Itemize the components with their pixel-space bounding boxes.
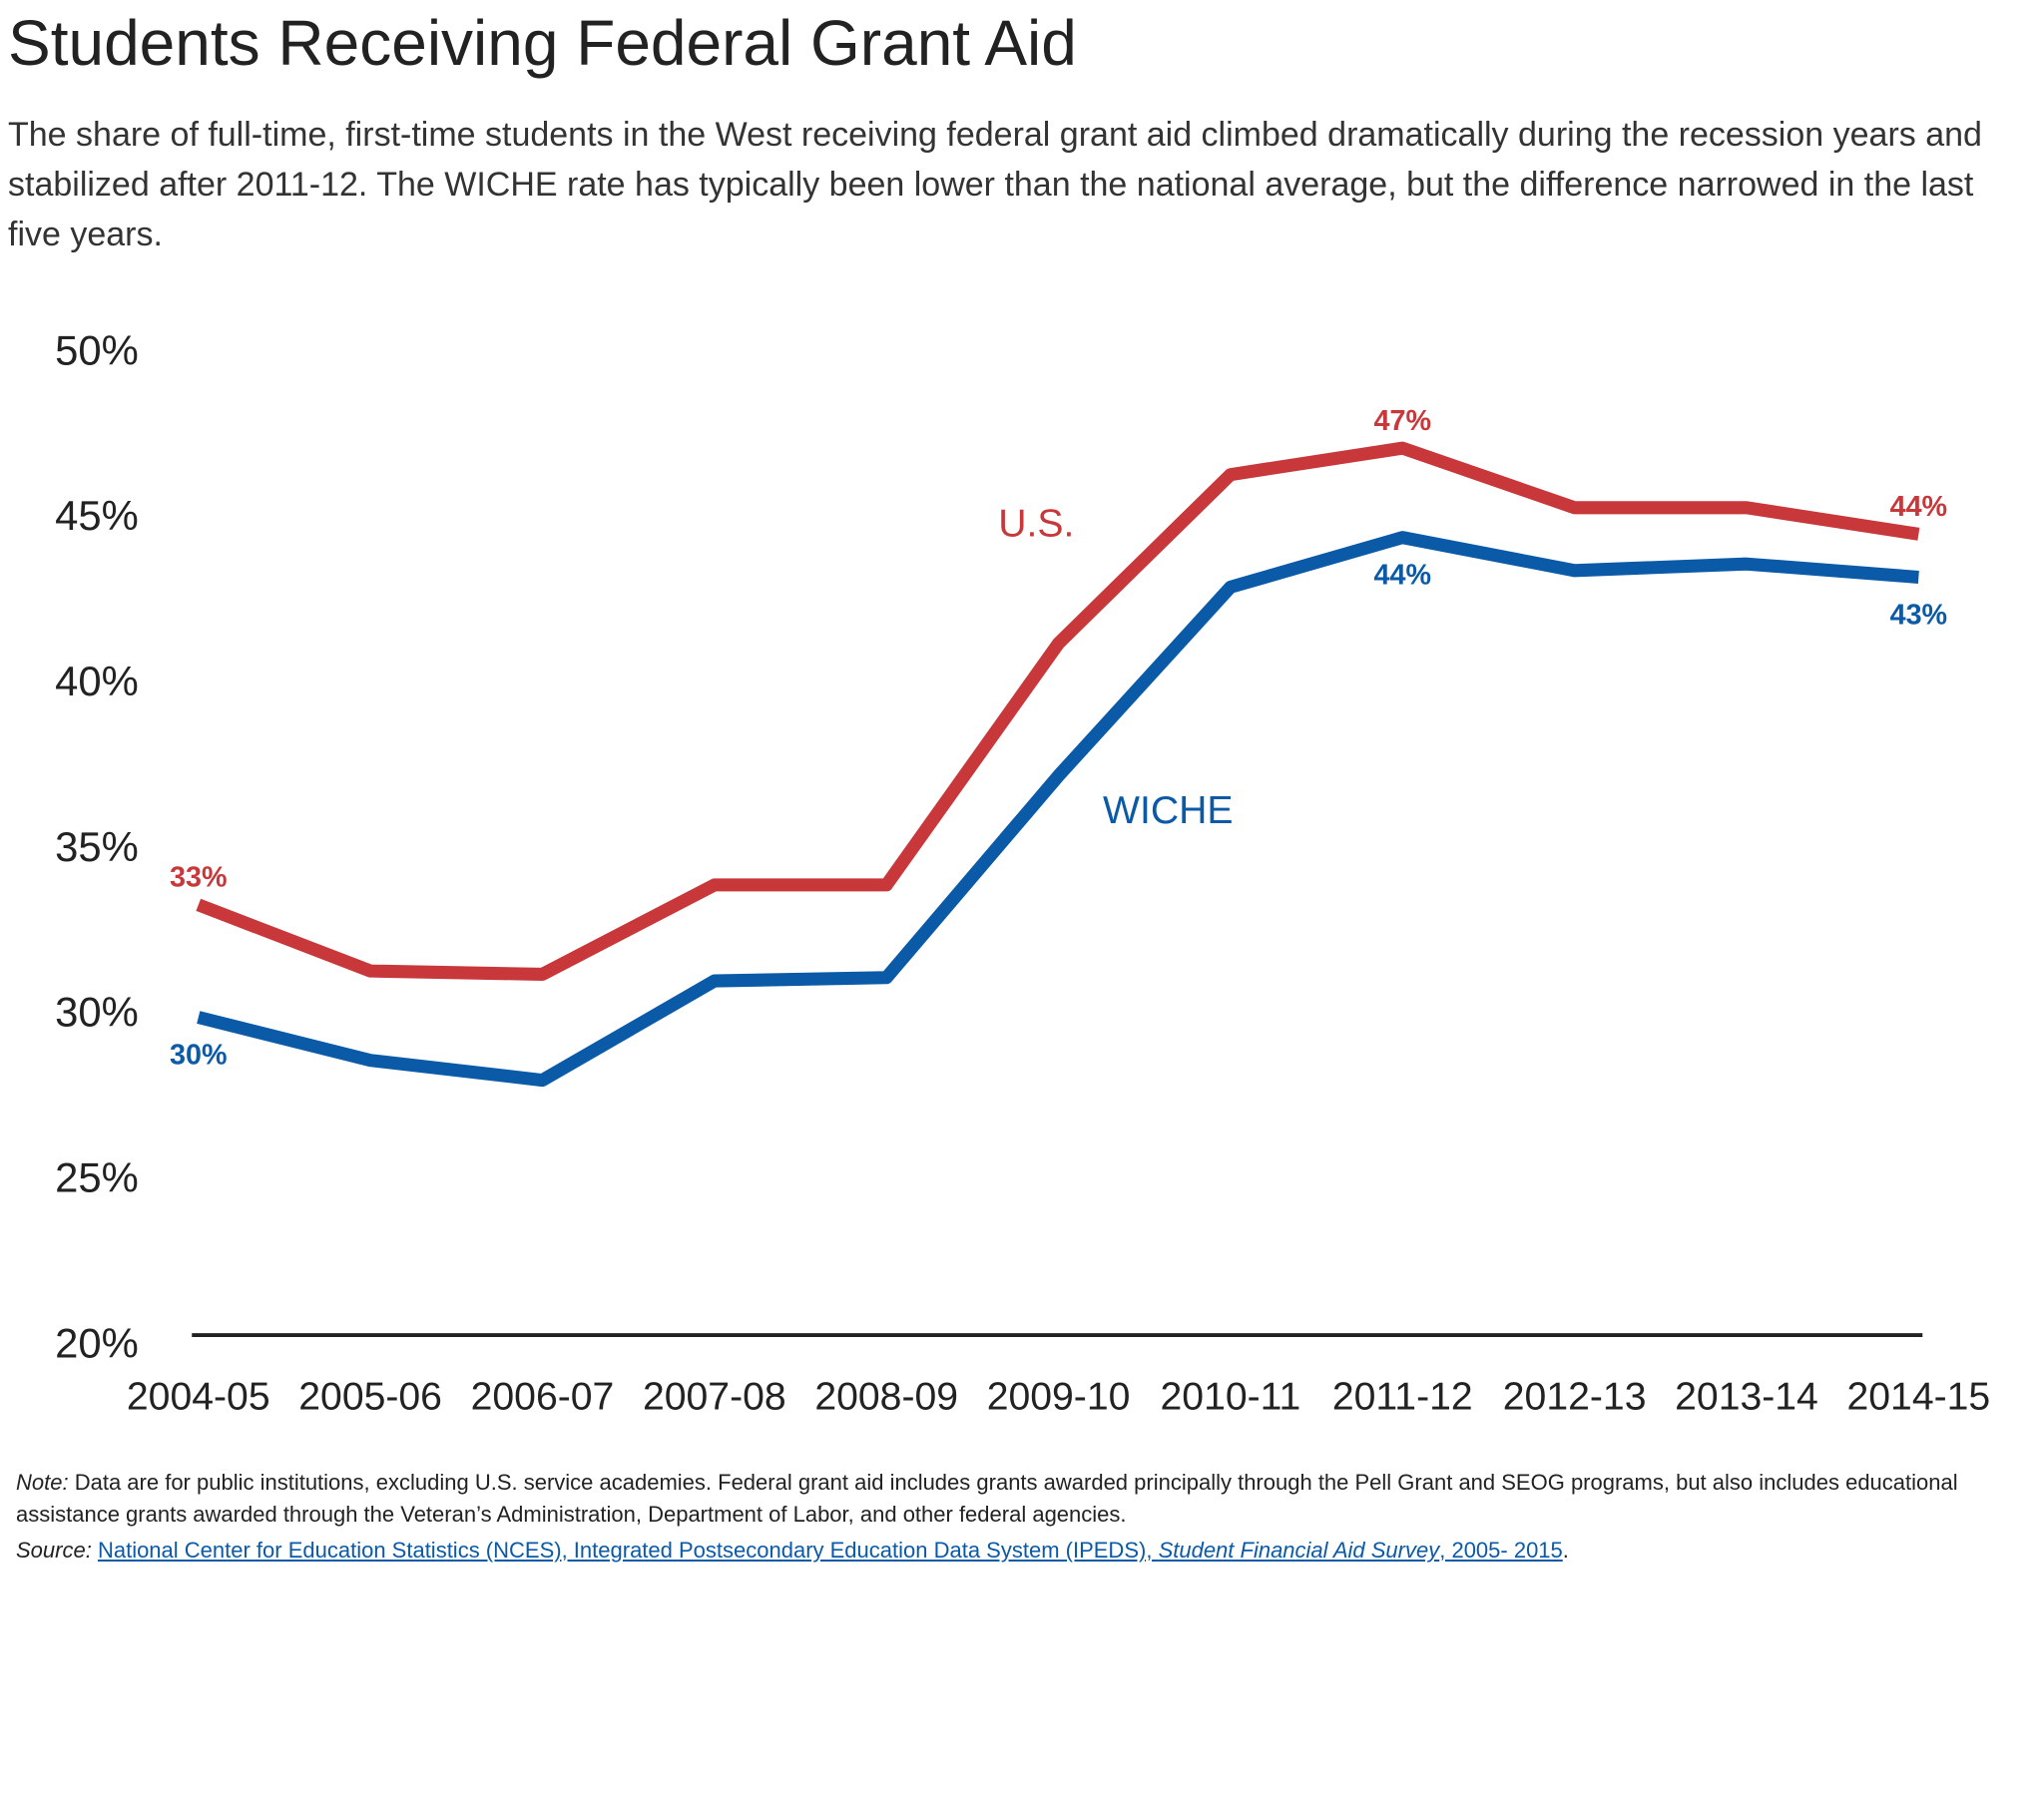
data-label: 44% xyxy=(1374,560,1431,592)
y-tick-label: 30% xyxy=(55,989,139,1036)
source-link-text: National Center for Education Statistics… xyxy=(97,1538,1153,1563)
x-tick-label: 2009-10 xyxy=(987,1375,1131,1418)
y-tick-label: 20% xyxy=(55,1319,139,1366)
x-tick-label: 2008-09 xyxy=(814,1375,958,1418)
data-label: 33% xyxy=(170,862,227,894)
x-tick-label: 2012-13 xyxy=(1503,1375,1647,1418)
source-end: . xyxy=(1562,1538,1569,1563)
source-link-italic: Student Financial Aid Survey xyxy=(1158,1538,1440,1563)
footnotes: Note: Data are for public institutions, … xyxy=(16,1467,2022,1567)
data-label: 47% xyxy=(1374,405,1431,437)
note-label: Note: xyxy=(16,1470,69,1495)
data-label: 30% xyxy=(170,1040,227,1072)
x-tick-label: 2011-12 xyxy=(1332,1375,1473,1418)
note: Note: Data are for public institutions, … xyxy=(16,1467,2022,1531)
source: Source: National Center for Education St… xyxy=(16,1535,2022,1567)
series-line xyxy=(197,531,1919,1088)
series-label: U.S. xyxy=(998,503,1074,546)
y-tick-label: 35% xyxy=(55,823,139,870)
y-tick-label: 25% xyxy=(55,1153,139,1200)
chart-subtitle: The share of full-time, first-time stude… xyxy=(8,116,1982,253)
y-tick-label: 50% xyxy=(55,326,139,373)
note-text: Data are for public institutions, exclud… xyxy=(16,1470,1958,1527)
x-tick-label: 2004-05 xyxy=(127,1375,270,1418)
data-label: 44% xyxy=(1890,491,1947,523)
source-link[interactable]: National Center for Education Statistics… xyxy=(98,1538,1563,1563)
y-tick-label: 45% xyxy=(55,492,139,539)
x-tick-label: 2010-11 xyxy=(1161,1375,1301,1418)
series-line xyxy=(196,441,1920,981)
chart: 20% 25% 30% 35% 40% 45% 50% 2004-05 2005-06 2006-… xyxy=(55,326,1991,1418)
x-tick-label: 2014-15 xyxy=(1847,1375,1991,1418)
data-label: 43% xyxy=(1890,599,1947,631)
series-label: WICHE xyxy=(1103,789,1234,832)
x-tick-label: 2007-08 xyxy=(643,1375,786,1418)
source-label: Source: xyxy=(16,1538,92,1563)
x-tick-label: 2005-06 xyxy=(298,1375,442,1418)
x-tick-label: 2006-07 xyxy=(471,1375,615,1418)
chart-title: Students Receiving Federal Grant Aid xyxy=(8,7,1077,79)
y-tick-label: 40% xyxy=(55,658,139,704)
x-tick-label: 2013-14 xyxy=(1675,1375,1818,1418)
source-link-end: , 2005- 2015 xyxy=(1439,1538,1563,1563)
